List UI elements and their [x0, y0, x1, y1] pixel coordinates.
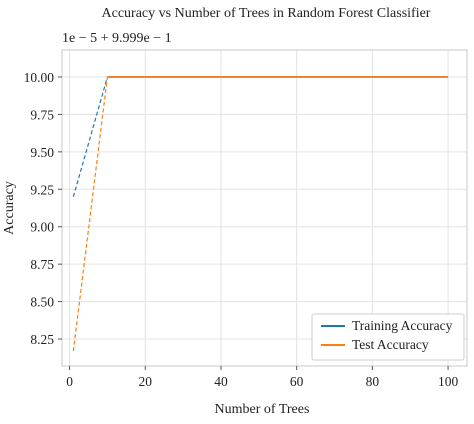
y-tick-label: 10.00 — [24, 70, 55, 85]
x-tick-label: 0 — [66, 374, 73, 389]
x-ticks: 0 20 40 60 80 100 — [66, 366, 458, 389]
legend: Training Accuracy Test Accuracy — [311, 313, 465, 361]
y-tick-label: 9.00 — [30, 220, 54, 235]
x-tick-label: 60 — [290, 374, 304, 389]
x-tick-label: 40 — [214, 374, 228, 389]
training-accuracy-segment — [72, 76, 108, 197]
y-axis-label: Accuracy — [2, 181, 17, 235]
plot-frame — [61, 49, 468, 367]
test-accuracy-segment — [72, 76, 109, 352]
x-tick-label: 100 — [438, 374, 459, 389]
legend-box — [311, 313, 465, 361]
y-offset-text: 1e − 5 + 9.999e − 1 — [62, 31, 172, 46]
x-axis-label: Number of Trees — [215, 402, 310, 417]
legend-label-test: Test Accuracy — [352, 337, 429, 352]
y-tick-label: 9.75 — [30, 107, 54, 122]
x-tick-label: 80 — [366, 374, 380, 389]
legend-label-training: Training Accuracy — [352, 318, 453, 333]
x-tick-label: 20 — [139, 374, 153, 389]
y-tick-label: 8.25 — [30, 332, 54, 347]
y-ticks: 8.25 8.50 8.75 9.00 9.25 9.50 9.75 10.00 — [24, 70, 62, 347]
series-layer — [72, 76, 449, 352]
y-tick-label: 9.50 — [30, 145, 54, 160]
y-tick-label: 9.25 — [30, 182, 54, 197]
y-tick-label: 8.50 — [30, 295, 54, 310]
chart-title: Accuracy vs Number of Trees in Random Fo… — [102, 6, 431, 21]
y-tick-label: 8.75 — [30, 257, 54, 272]
